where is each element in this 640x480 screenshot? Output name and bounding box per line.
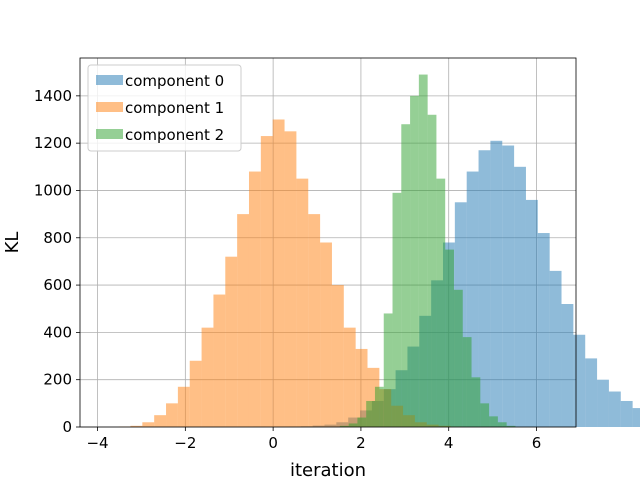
x-tick-label: −2 xyxy=(174,434,196,452)
histogram-bar-series-1 xyxy=(201,327,214,427)
y-tick-label: 1000 xyxy=(34,181,72,199)
histogram-bar-series-1 xyxy=(367,367,380,427)
histogram-bar-series-2 xyxy=(348,423,358,427)
histogram-bar-series-0 xyxy=(502,145,515,427)
histogram-bar-series-1 xyxy=(213,294,226,427)
y-tick-label: 0 xyxy=(62,418,72,436)
histogram-bar-series-2 xyxy=(383,313,393,427)
y-tick-label: 1400 xyxy=(34,87,72,105)
histogram-bar-series-0 xyxy=(478,150,491,427)
legend-label: component 2 xyxy=(125,126,224,144)
legend-swatch xyxy=(96,102,123,112)
histogram-bar-series-2 xyxy=(489,416,498,427)
x-tick-label: 0 xyxy=(268,434,278,452)
histogram-bar-series-1 xyxy=(296,178,309,427)
histogram-bars xyxy=(118,74,640,428)
y-axis-title: KL xyxy=(2,232,23,254)
histogram-bar-series-0 xyxy=(466,171,479,427)
histogram-bar-series-2 xyxy=(471,377,481,427)
y-tick-label: 600 xyxy=(43,276,72,294)
legend-label: component 0 xyxy=(125,72,224,90)
histogram-bar-series-1 xyxy=(189,360,202,427)
y-tick-label: 1200 xyxy=(34,134,72,152)
histogram-bar-series-1 xyxy=(166,403,178,427)
histogram-bar-series-1 xyxy=(177,386,190,427)
histogram-bar-series-1 xyxy=(248,171,261,427)
x-axis-title: iteration xyxy=(290,460,366,480)
histogram-bar-series-2 xyxy=(445,249,454,427)
histogram-bar-series-2 xyxy=(427,114,437,428)
histogram-bar-series-0 xyxy=(537,233,550,427)
histogram-bar-series-2 xyxy=(497,422,507,427)
legend-swatch xyxy=(96,129,123,139)
histogram-bar-series-2 xyxy=(410,95,419,427)
histogram-bar-series-2 xyxy=(418,74,428,428)
legend-swatch xyxy=(96,75,123,85)
legend-box xyxy=(87,64,242,152)
histogram-bar-series-1 xyxy=(308,214,321,427)
histogram-bar-series-0 xyxy=(561,304,574,427)
histogram-bar-series-2 xyxy=(436,178,446,427)
histogram-bar-series-1 xyxy=(154,415,167,427)
histogram-bar-series-1 xyxy=(225,256,238,427)
x-tick-label: 2 xyxy=(356,434,366,452)
histogram-bar-series-1 xyxy=(355,348,368,427)
histogram-bar-series-2 xyxy=(392,192,402,427)
histogram-bar-series-1 xyxy=(284,131,297,428)
histogram-bar-series-0 xyxy=(514,166,526,428)
histogram-bar-series-1 xyxy=(272,119,285,427)
histogram-bar-series-2 xyxy=(462,337,472,427)
histogram-bar-series-0 xyxy=(549,270,562,427)
histogram-bar-series-2 xyxy=(357,417,367,427)
histogram-bar-series-0 xyxy=(597,379,609,427)
x-tick-label: 4 xyxy=(444,434,454,452)
x-tick-label: −4 xyxy=(86,434,108,452)
histogram-bar-series-0 xyxy=(620,400,633,427)
axis-ticks: −4 −2 0 2 4 6 0 200 400 600 800 1000 1200 1400 xyxy=(34,87,541,452)
histogram-bar-series-0 xyxy=(573,334,586,427)
histogram-bar-series-0 xyxy=(585,358,598,427)
histogram-bar-series-1 xyxy=(260,136,273,428)
histogram-bar-series-2 xyxy=(480,403,490,427)
histogram-bar-series-2 xyxy=(339,425,349,427)
histogram-bar-series-0 xyxy=(490,140,503,428)
histogram-bar-series-1 xyxy=(331,285,344,427)
x-tick-label: 6 xyxy=(532,434,542,452)
histogram-bar-series-0 xyxy=(608,391,621,427)
y-tick-label: 200 xyxy=(43,371,72,389)
legend: component 0 component 1 component 2 xyxy=(87,64,242,152)
histogram-bar-series-1 xyxy=(343,327,356,427)
histogram-bar-series-1 xyxy=(130,425,143,427)
histogram-bar-series-2 xyxy=(453,289,463,427)
y-tick-label: 400 xyxy=(43,323,72,341)
histogram-bar-series-2 xyxy=(366,400,375,427)
histogram-bar-series-1 xyxy=(142,422,155,427)
histogram-bar-series-1 xyxy=(237,214,249,427)
plot-frame xyxy=(79,57,577,428)
histogram-bar-series-1 xyxy=(320,242,332,427)
histogram-bar-series-2 xyxy=(374,386,384,427)
histogram-bar-series-2 xyxy=(506,425,516,427)
histogram-bar-series-0 xyxy=(525,199,538,427)
y-tick-label: 800 xyxy=(43,229,72,247)
histogram-bar-series-2 xyxy=(401,124,411,427)
legend-label: component 1 xyxy=(125,99,224,117)
histogram-bar-series-0 xyxy=(632,408,640,427)
